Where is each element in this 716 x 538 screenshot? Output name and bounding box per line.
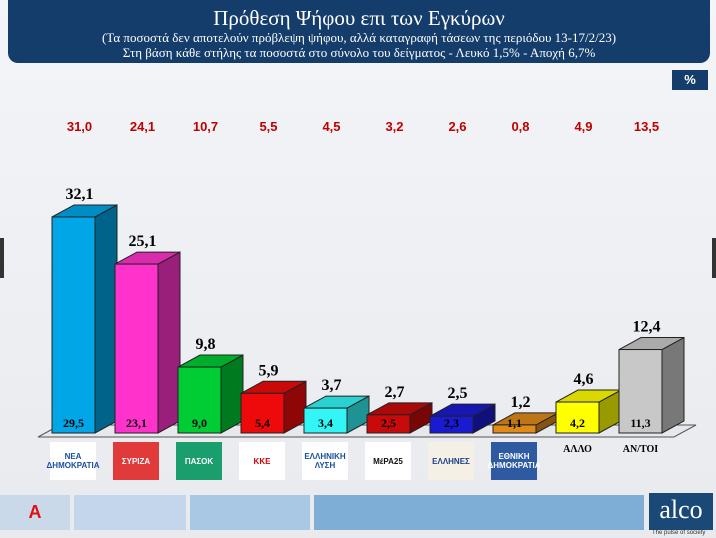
bar-side xyxy=(94,204,118,434)
top-row-value: 4,5 xyxy=(322,119,340,134)
top-row-value: 13,5 xyxy=(634,119,659,134)
bar-side xyxy=(157,251,181,434)
bar-1 xyxy=(114,263,159,434)
top-row-value: 10,7 xyxy=(193,119,218,134)
bar-inner-label: 11,3 xyxy=(630,416,650,430)
bar-value-label: 1,2 xyxy=(511,394,531,411)
alco-logo: alco xyxy=(649,493,713,530)
footer-segment xyxy=(74,495,186,530)
party-logo: ΣΥΡΙΖΑ xyxy=(113,442,159,480)
bar-value-label: 9,8 xyxy=(196,336,216,353)
bar-inner-label: 3,4 xyxy=(318,416,333,430)
party-logo: ΕΘΝΙΚΗ ΔΗΜΟΚΡΑΤΙΑ xyxy=(488,442,540,480)
bar-value-label: 2,5 xyxy=(448,385,468,402)
right-edge-handle xyxy=(712,238,716,278)
party-logo: ΜέΡΑ25 xyxy=(365,442,411,480)
alco-tagline: The pulse of society xyxy=(652,530,706,536)
left-edge-handle xyxy=(0,238,4,278)
bar-inner-label: 9,0 xyxy=(192,416,207,430)
bar-value-label: 2,7 xyxy=(385,384,405,401)
bar-value-label: 32,1 xyxy=(66,186,94,203)
bar-7 xyxy=(492,424,537,434)
top-row-value: 4,9 xyxy=(574,119,592,134)
bar-side xyxy=(220,354,244,434)
bar-8 xyxy=(555,401,600,434)
chart-subtitle: (Τα ποσοστά δεν αποτελούν πρόβλεψη ψήφου… xyxy=(101,30,617,45)
bar-3 xyxy=(240,392,285,434)
bar-value-label: 4,6 xyxy=(574,371,594,388)
party-logo: ΕΛΛΗΝΕΣ xyxy=(428,442,474,480)
header-banner: Πρόθεση Ψήφου επι των Εγκύρων (Τα ποσοστ… xyxy=(8,0,710,63)
category-label: ΑΛΛΟ xyxy=(563,444,592,455)
bar-2 xyxy=(177,366,222,434)
top-row-value: 5,5 xyxy=(259,119,277,134)
party-logo: ΝΕΑ ΔΗΜΟΚΡΑΤΙΑ xyxy=(47,442,99,480)
bar-value-label: 12,4 xyxy=(633,319,661,336)
bar-side xyxy=(661,336,685,434)
bar-9 xyxy=(618,349,663,434)
bar-inner-label: 1,1 xyxy=(507,416,522,430)
bar-inner-label: 23,1 xyxy=(126,416,147,430)
percent-badge: % xyxy=(672,70,708,90)
party-logo: ΕΛΛΗΝΙΚΗ ΛΥΣΗ xyxy=(302,442,348,480)
category-label: ΑΝ/ΤΟΙ xyxy=(623,444,658,455)
footer-segment xyxy=(314,495,644,530)
top-row-value: 31,0 xyxy=(67,119,92,134)
bar-6 xyxy=(429,415,474,434)
footer-segment xyxy=(190,495,310,530)
bar-0 xyxy=(51,216,96,434)
bar-inner-label: 29,5 xyxy=(63,416,84,430)
bar-inner-label: 4,2 xyxy=(570,416,585,430)
chart-note: Στη βάση κάθε στήλης τα ποσοστά στο σύνο… xyxy=(122,45,596,60)
bar-5 xyxy=(366,414,411,434)
bar-value-label: 5,9 xyxy=(259,362,279,379)
top-row-value: 0,8 xyxy=(511,119,529,134)
top-row-value: 2,6 xyxy=(448,119,466,134)
bar-inner-label: 2,3 xyxy=(444,416,459,430)
top-row-value: 3,2 xyxy=(385,119,403,134)
bar-value-label: 3,7 xyxy=(322,377,342,394)
party-logo: ΚΚΕ xyxy=(239,442,285,480)
party-logo: ΠΑΣΟΚ xyxy=(176,442,222,480)
bar-4 xyxy=(303,407,348,434)
bar-value-label: 25,1 xyxy=(129,233,157,250)
bar-inner-label: 5,4 xyxy=(255,416,270,430)
chart-title: Πρόθεση Ψήφου επι των Εγκύρων xyxy=(213,6,505,30)
bar-inner-label: 2,5 xyxy=(381,416,396,430)
top-row-value: 24,1 xyxy=(130,119,155,134)
news-logo: A xyxy=(0,495,70,530)
